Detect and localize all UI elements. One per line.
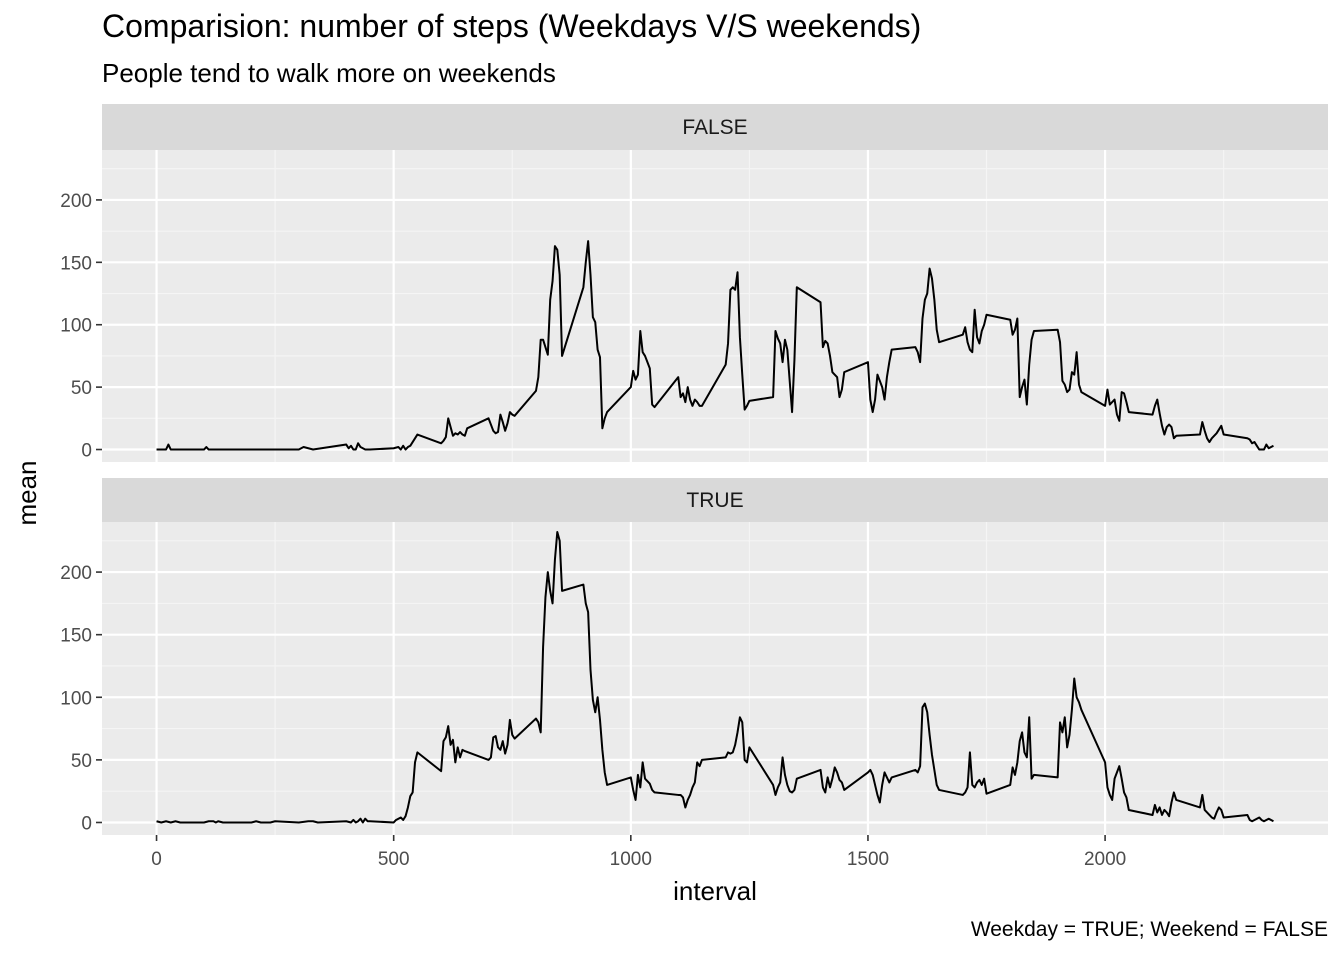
series-line-false <box>156 240 1274 451</box>
panel-background <box>102 150 1328 462</box>
y-tick-label: 100 <box>60 316 92 337</box>
series-line-true <box>156 531 1274 824</box>
chart-title: Comparision: number of steps (Weekdays V… <box>102 8 922 44</box>
y-tick-label: 200 <box>60 191 92 212</box>
y-tick-label: 100 <box>60 688 92 709</box>
y-tick-label: 50 <box>71 751 92 772</box>
x-tick-label: 500 <box>378 849 410 870</box>
facet-strip-label: FALSE <box>682 116 747 139</box>
x-tick-label: 1500 <box>847 849 889 870</box>
panel-background <box>102 522 1328 835</box>
facet-strip-bg <box>102 104 1328 150</box>
facet-panel-true: TRUE 0 50 100 150 200 <box>60 478 1328 835</box>
y-tick-label: 0 <box>81 813 92 834</box>
y-tick-label: 200 <box>60 563 92 584</box>
x-tick-label: 1000 <box>610 849 652 870</box>
y-axis-title: mean <box>12 460 42 525</box>
x-axis-title: interval <box>673 876 757 906</box>
facet-strip-label: TRUE <box>686 489 743 512</box>
facet-strip-bg <box>102 478 1328 522</box>
chart-subtitle: People tend to walk more on weekends <box>102 58 556 88</box>
y-tick-label: 150 <box>60 253 92 274</box>
y-tick-label: 50 <box>71 378 92 399</box>
x-tick-label: 0 <box>151 849 162 870</box>
facet-panel-false: FALSE 0 50 100 150 200 <box>60 104 1328 462</box>
y-tick-label: 0 <box>81 441 92 462</box>
x-tick-label: 2000 <box>1084 849 1126 870</box>
chart-caption: Weekday = TRUE; Weekend = FALSE <box>970 918 1328 941</box>
y-tick-label: 150 <box>60 626 92 647</box>
